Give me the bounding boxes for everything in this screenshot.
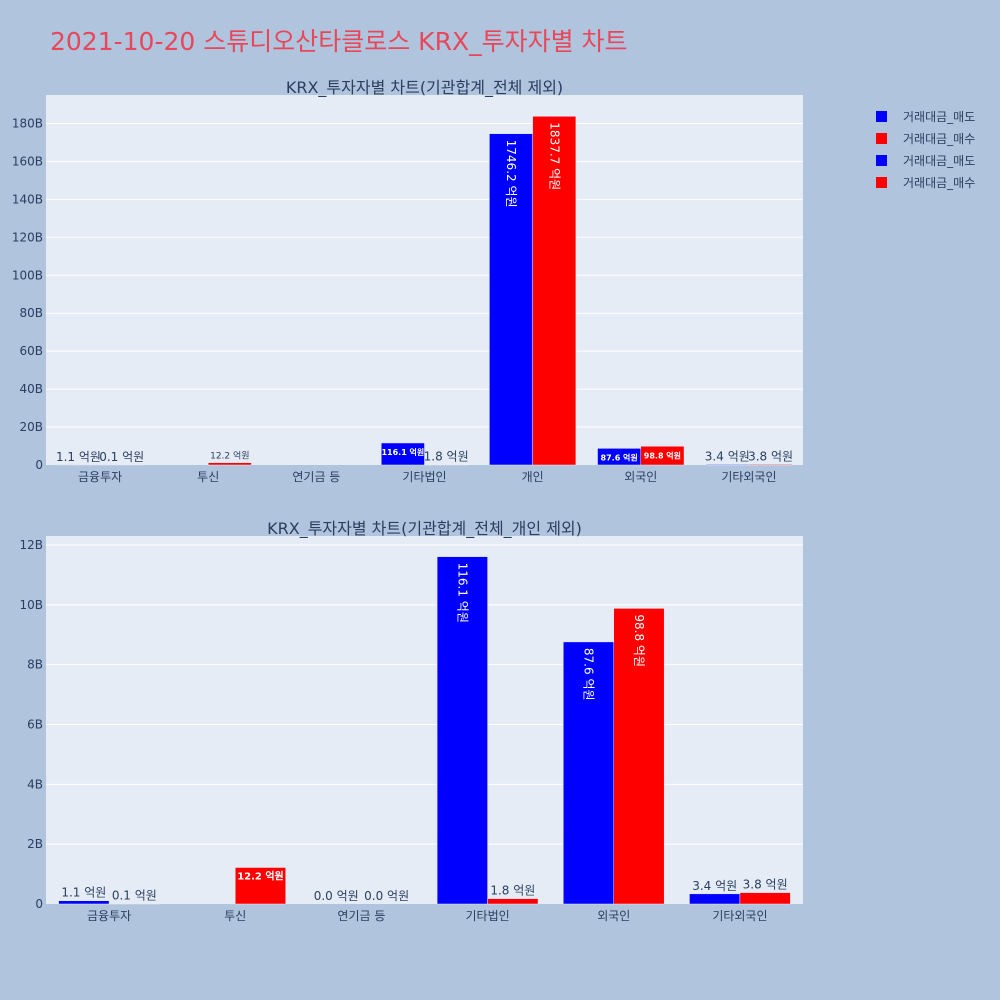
bar: [689, 893, 741, 905]
x-tick-label: 외국인: [624, 470, 657, 484]
bar: [487, 898, 539, 905]
y-tick-label: 20B: [19, 420, 43, 434]
y-tick-label: 40B: [19, 382, 43, 396]
x-tick-label: 투신: [197, 470, 219, 484]
data-label: 1.1 억원: [56, 450, 101, 464]
y-tick-label: 10B: [19, 598, 43, 612]
y-tick-label: 80B: [19, 306, 43, 320]
legend-item[interactable]: 거래대금_매수: [876, 127, 975, 149]
y-tick-label: 100B: [12, 268, 43, 282]
bar: [235, 867, 286, 905]
bar: [58, 900, 110, 905]
data-label: 98.8 억원: [632, 614, 646, 667]
y-tick-label: 8B: [27, 658, 43, 672]
x-tick-label: 금융투자: [78, 470, 122, 484]
data-label: 0.0 억원: [314, 889, 359, 903]
chart-title: KRX_투자자별 차트(기관합계_전체_개인 제외): [267, 519, 582, 539]
x-tick-label: 연기금 등: [292, 470, 340, 484]
data-label: 0.1 억원: [112, 889, 157, 903]
legend-item[interactable]: 거래대금_매도: [876, 149, 975, 171]
data-label: 0.1 억원: [99, 450, 144, 464]
y-tick-label: 180B: [12, 116, 43, 130]
x-tick-label: 기타외국인: [712, 909, 767, 923]
data-label: 3.8 억원: [748, 449, 793, 463]
y-tick-label: 4B: [27, 777, 43, 791]
legend-label: 거래대금_매도: [903, 109, 976, 124]
legend[interactable]: 거래대금_매도 거래대금_매수 거래대금_매도 거래대금_매수: [876, 105, 975, 193]
data-label: 1837.7 억원: [547, 122, 561, 190]
data-label: 3.4 억원: [705, 449, 750, 463]
x-tick-label: 개인: [522, 470, 544, 484]
data-label: 116.1 억원: [381, 447, 424, 457]
data-label: 1.8 억원: [424, 450, 469, 464]
x-tick-label: 기타법인: [402, 470, 446, 484]
bar: [207, 462, 252, 466]
legend-swatch: [876, 110, 887, 122]
bar: [380, 442, 425, 466]
bar: [705, 464, 750, 466]
y-tick-label: 160B: [12, 154, 43, 168]
legend-item[interactable]: 거래대금_매도: [876, 105, 975, 127]
bar: [748, 464, 793, 466]
y-tick-label: 140B: [12, 192, 43, 206]
chart-title: KRX_투자자별 차트(기관합계_전체 제외): [286, 78, 563, 98]
bar: [640, 446, 685, 466]
x-tick-label: 금융투자: [87, 909, 131, 923]
page-title: 2021-10-20 스튜디오산타클로스 KRX_투자자별 차트: [50, 27, 628, 56]
legend-label: 거래대금_매수: [903, 131, 976, 146]
data-label: 3.8 억원: [743, 878, 788, 892]
legend-swatch: [876, 176, 887, 188]
y-tick-label: 0: [35, 897, 43, 911]
bar: [489, 133, 533, 466]
legend-swatch: [876, 132, 887, 144]
x-tick-label: 외국인: [597, 909, 630, 923]
data-label: 87.6 억원: [601, 452, 638, 462]
chart-investor-no-individual: KRX_투자자별 차트(기관합계_전체_개인 제외) 0 2B 4B 6B 8B 10B 12…: [19, 519, 803, 923]
data-label: 12.2 억원: [237, 869, 284, 882]
bar: [739, 892, 791, 905]
legend-item[interactable]: 거래대금_매수: [876, 171, 975, 193]
legend-swatch: [876, 154, 887, 166]
data-label: 1.8 억원: [490, 884, 535, 898]
data-label: 3.4 억원: [692, 879, 737, 893]
x-tick-label: 투신: [224, 909, 246, 923]
bar: [436, 556, 488, 905]
data-label: 98.8 억원: [644, 450, 681, 460]
legend-label: 거래대금_매도: [903, 153, 976, 168]
data-label: 116.1 억원: [455, 563, 469, 623]
y-tick-label: 2B: [27, 837, 43, 851]
x-tick-label: 연기금 등: [337, 909, 385, 923]
x-tick-label: 기타법인: [465, 909, 509, 923]
data-label: 1746.2 억원: [504, 140, 518, 208]
y-tick-label: 6B: [27, 717, 43, 731]
data-label: 0.0 억원: [364, 889, 409, 903]
chart-investor-all: KRX_투자자별 차트(기관합계_전체 제외) 0 20B 40B 60B 80B 100B…: [12, 78, 803, 484]
plot-area: [46, 95, 803, 465]
x-tick-label: 기타외국인: [721, 470, 776, 484]
y-tick-label: 0: [35, 458, 43, 472]
data-label: 87.6 억원: [582, 648, 596, 701]
bar: [613, 608, 665, 905]
y-tick-label: 120B: [12, 230, 43, 244]
y-tick-label: 12B: [19, 538, 43, 552]
data-label: 12.2 억원: [210, 450, 249, 462]
legend-label: 거래대금_매수: [903, 175, 976, 190]
y-tick-label: 60B: [19, 344, 43, 358]
data-label: 1.1 억원: [61, 886, 106, 900]
bar: [563, 641, 614, 905]
plot-area: [46, 536, 803, 904]
bar: [532, 116, 577, 466]
